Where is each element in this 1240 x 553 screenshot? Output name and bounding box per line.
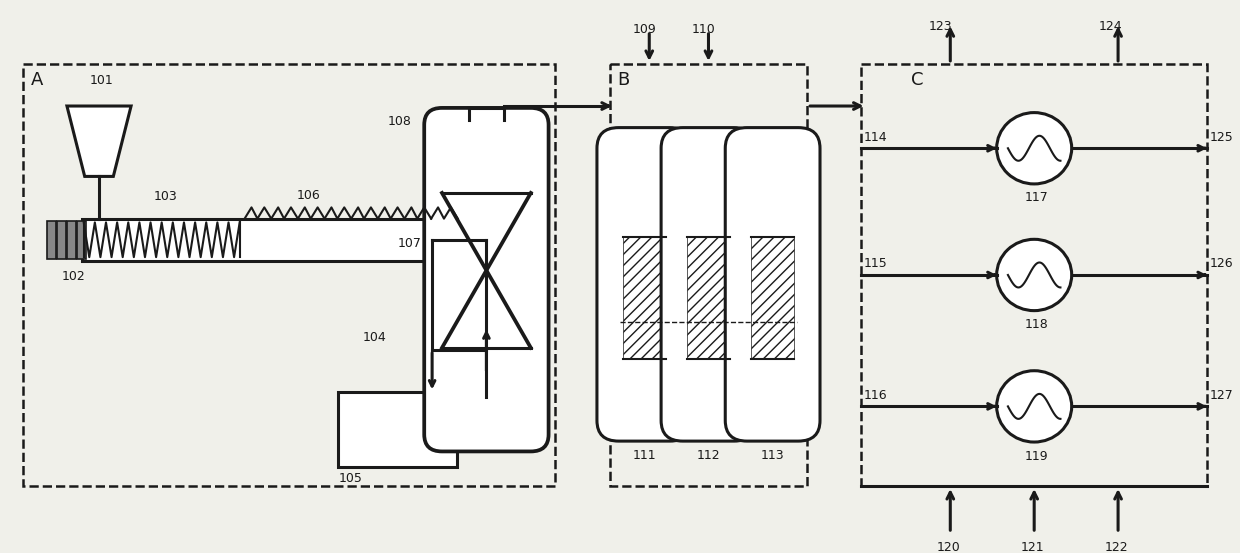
Text: 113: 113: [761, 448, 785, 462]
Text: 107: 107: [398, 237, 422, 251]
Text: 121: 121: [1021, 541, 1044, 553]
Bar: [82, 218, 432, 261]
FancyBboxPatch shape: [661, 128, 756, 441]
Text: B: B: [618, 71, 630, 89]
Text: 124: 124: [1099, 20, 1122, 33]
FancyBboxPatch shape: [596, 128, 692, 441]
Text: 106: 106: [296, 189, 321, 202]
Text: 111: 111: [632, 448, 656, 462]
Text: 114: 114: [863, 131, 887, 144]
Text: A: A: [31, 71, 43, 89]
Bar: [22, 64, 556, 486]
Text: 108: 108: [388, 116, 412, 128]
Text: 115: 115: [863, 257, 887, 270]
Bar: [610, 64, 807, 486]
Bar: [47, 221, 56, 259]
Text: 117: 117: [1024, 191, 1048, 205]
Bar: [57, 221, 66, 259]
FancyBboxPatch shape: [725, 128, 820, 441]
Text: 126: 126: [1210, 257, 1234, 270]
FancyBboxPatch shape: [687, 237, 730, 359]
Bar: [862, 64, 1207, 486]
Polygon shape: [67, 106, 131, 176]
Text: 104: 104: [363, 331, 387, 345]
Text: C: C: [911, 71, 924, 89]
Bar: [339, 392, 456, 467]
Text: 102: 102: [62, 270, 86, 283]
FancyBboxPatch shape: [424, 108, 548, 451]
Text: 105: 105: [339, 472, 362, 485]
Text: 125: 125: [1210, 131, 1234, 144]
Circle shape: [997, 239, 1071, 311]
Circle shape: [997, 113, 1071, 184]
Text: 120: 120: [936, 541, 960, 553]
Circle shape: [997, 371, 1071, 442]
Text: 119: 119: [1024, 450, 1048, 462]
Text: 122: 122: [1105, 541, 1128, 553]
Bar: [77, 221, 86, 259]
Text: 112: 112: [697, 448, 720, 462]
Bar: [67, 221, 76, 259]
Text: 118: 118: [1024, 318, 1048, 331]
Text: 123: 123: [929, 20, 952, 33]
FancyBboxPatch shape: [751, 237, 795, 359]
Text: 116: 116: [863, 389, 887, 401]
FancyBboxPatch shape: [622, 237, 666, 359]
Text: 103: 103: [154, 190, 177, 204]
Text: 127: 127: [1210, 389, 1234, 401]
Text: 109: 109: [632, 23, 656, 36]
Text: 101: 101: [89, 74, 113, 87]
Text: 110: 110: [692, 23, 715, 36]
